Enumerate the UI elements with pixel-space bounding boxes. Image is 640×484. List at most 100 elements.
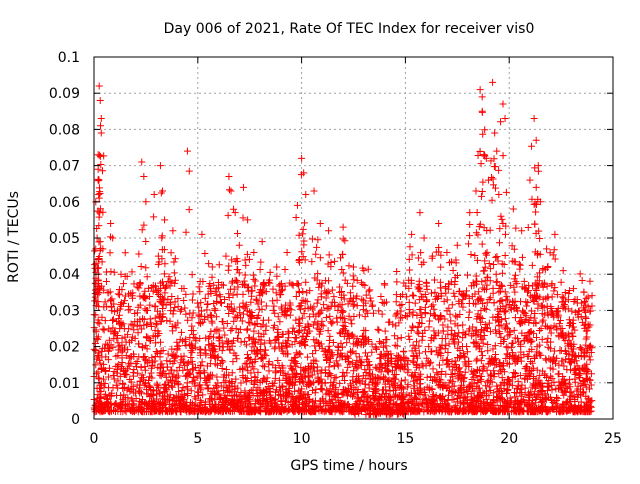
- data-point: [438, 367, 446, 375]
- data-point: [474, 296, 482, 304]
- data-point: [95, 82, 103, 90]
- data-point: [346, 297, 354, 305]
- data-point: [100, 326, 108, 334]
- data-point: [472, 343, 480, 351]
- data-point: [513, 358, 521, 366]
- data-point: [509, 355, 517, 363]
- data-point: [298, 154, 306, 162]
- data-point: [400, 385, 408, 393]
- data-point: [163, 386, 171, 394]
- data-point: [121, 401, 129, 409]
- data-point: [91, 340, 99, 348]
- data-point: [408, 251, 416, 259]
- data-point: [439, 321, 447, 329]
- data-point: [313, 276, 321, 284]
- data-point: [347, 348, 355, 356]
- data-point: [256, 291, 264, 299]
- data-point: [241, 337, 249, 345]
- data-point: [518, 227, 526, 235]
- data-point: [489, 175, 497, 183]
- data-point: [170, 371, 178, 379]
- data-point: [477, 318, 485, 326]
- data-point: [96, 96, 104, 104]
- data-point: [219, 358, 227, 366]
- data-point: [385, 383, 393, 391]
- data-point: [585, 353, 593, 361]
- data-point: [244, 216, 252, 224]
- data-point: [495, 288, 503, 296]
- data-point: [532, 383, 540, 391]
- data-point: [255, 305, 263, 313]
- data-point: [94, 165, 102, 173]
- data-point: [456, 346, 464, 354]
- data-point: [530, 297, 538, 305]
- data-point: [482, 407, 490, 415]
- data-point: [484, 273, 492, 281]
- data-point: [162, 301, 170, 309]
- data-point: [107, 296, 115, 304]
- data-point: [230, 305, 238, 313]
- data-point: [292, 292, 300, 300]
- data-point: [572, 352, 580, 360]
- data-point: [282, 375, 290, 383]
- data-point: [184, 372, 192, 380]
- data-point: [329, 339, 337, 347]
- data-point: [418, 320, 426, 328]
- data-point: [449, 377, 457, 385]
- data-point: [561, 288, 569, 296]
- data-point: [528, 261, 536, 269]
- data-point: [213, 361, 221, 369]
- data-point: [210, 345, 218, 353]
- data-point: [418, 401, 426, 409]
- data-point: [439, 392, 447, 400]
- data-point: [531, 353, 539, 361]
- data-point: [165, 369, 173, 377]
- data-point: [367, 297, 375, 305]
- data-point: [243, 250, 251, 258]
- data-point: [388, 366, 396, 374]
- data-point: [110, 368, 118, 376]
- data-point: [220, 324, 228, 332]
- data-point: [411, 393, 419, 401]
- data-point: [415, 389, 423, 397]
- data-point: [181, 406, 189, 414]
- data-point: [128, 268, 136, 276]
- data-point: [465, 308, 473, 316]
- data-point: [313, 243, 321, 251]
- data-point: [102, 353, 110, 361]
- data-point: [300, 310, 308, 318]
- data-point: [243, 284, 251, 292]
- data-point: [250, 327, 258, 335]
- data-point: [438, 383, 446, 391]
- data-point: [259, 362, 267, 370]
- data-point: [498, 215, 506, 223]
- y-tick-label: 0: [71, 412, 80, 428]
- data-point: [263, 407, 271, 415]
- data-point: [128, 395, 136, 403]
- data-point: [548, 374, 556, 382]
- data-point: [582, 341, 590, 349]
- data-point: [340, 407, 348, 415]
- data-point: [394, 361, 402, 369]
- y-tick-label: 0.06: [49, 195, 80, 211]
- data-point: [424, 357, 432, 365]
- data-point: [567, 359, 575, 367]
- data-point: [397, 377, 405, 385]
- data-point: [416, 287, 424, 295]
- data-point: [468, 379, 476, 387]
- data-point: [368, 378, 376, 386]
- data-point: [156, 162, 164, 170]
- data-point: [397, 365, 405, 373]
- data-point: [487, 157, 495, 165]
- y-tick-label: 0.07: [49, 159, 80, 175]
- data-point: [251, 321, 259, 329]
- data-point: [386, 396, 394, 404]
- data-point: [494, 257, 502, 265]
- data-point: [250, 275, 258, 283]
- data-point: [203, 381, 211, 389]
- data-point: [232, 375, 240, 383]
- data-point: [558, 331, 566, 339]
- data-point: [147, 369, 155, 377]
- data-point: [240, 392, 248, 400]
- data-point: [459, 303, 467, 311]
